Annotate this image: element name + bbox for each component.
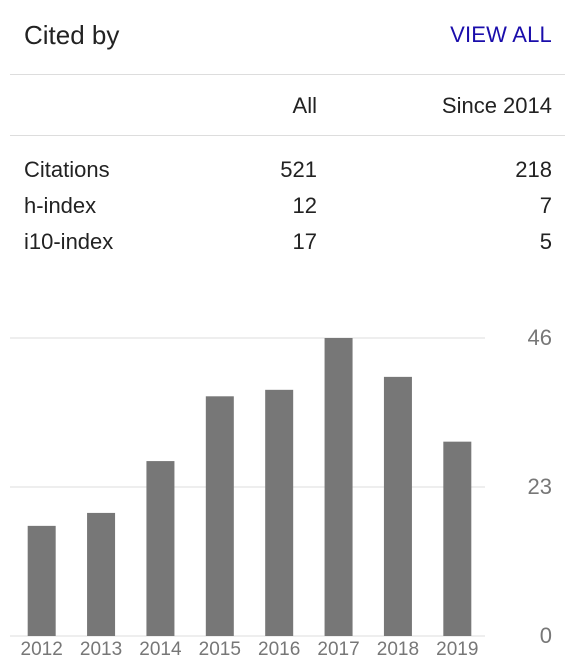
cited-by-header: Cited by VIEW ALL <box>0 0 565 74</box>
bar-2017[interactable] <box>324 338 353 636</box>
y-tick-label: 23 <box>528 474 552 499</box>
bar-2018[interactable] <box>383 376 412 636</box>
x-tick-label-2013: 2013 <box>80 639 122 660</box>
x-tick-label-2017: 2017 <box>317 639 359 660</box>
x-tick-label-2014: 2014 <box>139 639 182 660</box>
bar-2012[interactable] <box>27 525 56 636</box>
i10-index-all-value: 17 <box>292 229 317 254</box>
h-index-since-value: 7 <box>539 193 552 218</box>
x-tick-label-2012: 2012 <box>21 639 63 660</box>
row-label-citations: Citations <box>24 157 110 182</box>
bar-2019[interactable] <box>443 441 472 636</box>
y-tick-label: 46 <box>528 325 552 350</box>
table-header-divider <box>10 135 565 136</box>
header-divider <box>10 74 565 75</box>
bar-2015[interactable] <box>205 396 234 636</box>
row-label-h-index: h-index <box>24 193 97 218</box>
x-tick-label-2015: 2015 <box>199 639 241 660</box>
citations-per-year-chart: 0 23 46 2012 2013 2014 2015 2016 2017 2018 2019 <box>0 300 565 660</box>
bar-2014[interactable] <box>146 461 175 636</box>
h-index-all-value: 12 <box>292 193 317 218</box>
column-header-since-2014: Since 2014 <box>441 93 552 118</box>
bar-2013[interactable] <box>87 512 116 636</box>
row-label-i10-index: i10-index <box>24 229 114 254</box>
x-tick-label-2016: 2016 <box>258 639 300 660</box>
citations-bar-chart: 0 23 46 2012 2013 2014 2015 2016 2017 2018 2019 <box>10 325 552 660</box>
x-tick-label-2018: 2018 <box>377 639 419 660</box>
view-all-link[interactable]: VIEW ALL <box>450 22 552 47</box>
citations-all-value: 521 <box>280 157 317 182</box>
bar-2016[interactable] <box>265 389 294 636</box>
column-header-all: All <box>292 93 317 118</box>
citations-since-value: 218 <box>515 157 552 182</box>
i10-index-since-value: 5 <box>539 229 552 254</box>
y-tick-label: 0 <box>540 623 552 648</box>
cited-by-title: Cited by <box>24 20 120 50</box>
x-tick-label-2019: 2019 <box>436 639 478 660</box>
